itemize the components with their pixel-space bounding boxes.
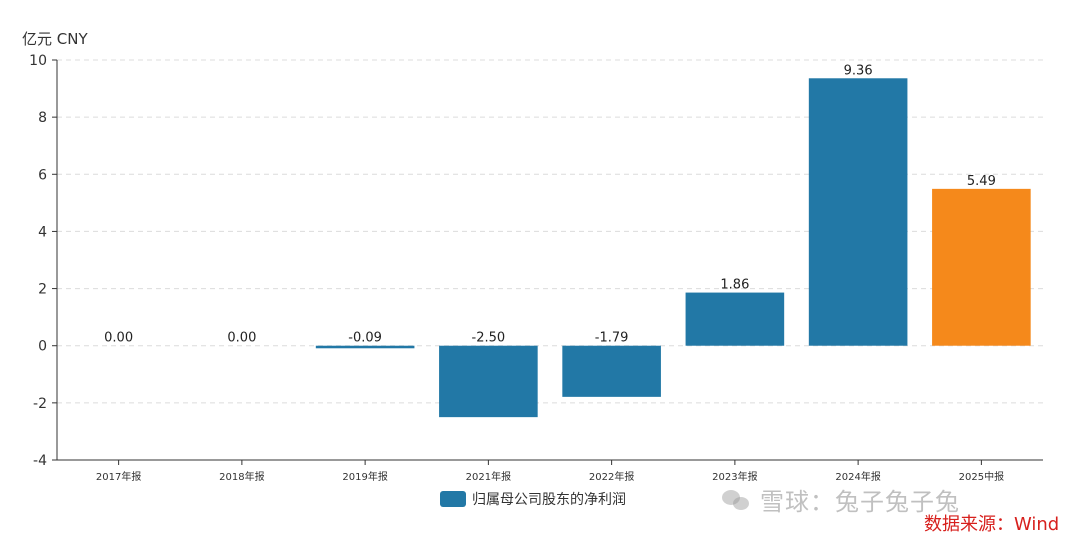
y-tick-label: 10 [29,53,47,69]
y-tick-label: 4 [38,224,47,240]
data-source: 数据来源：Wind [924,514,1060,535]
x-tick-label: 2019年报 [342,470,387,483]
y-tick-label: -2 [33,396,47,412]
x-tick-label: 2018年报 [219,470,264,483]
bar [562,345,661,397]
data-label: 9.36 [844,63,873,78]
x-tick-label: 2025中报 [959,470,1004,483]
data-label: -0.09 [348,331,382,346]
watermark-text: 雪球：兔子兔子兔 [760,488,960,516]
data-label: 0.00 [104,331,133,346]
x-tick-label: 2022年报 [589,470,634,483]
y-tick-label: 2 [38,282,47,298]
data-label: -1.79 [595,331,629,346]
bar [932,188,1031,346]
bar [439,345,538,418]
x-tick-label: 2024年报 [835,470,880,483]
data-label: 1.86 [720,278,749,293]
watermark: 雪球：兔子兔子兔 [722,482,960,517]
legend-swatch [440,491,466,507]
data-label: 0.00 [227,331,256,346]
x-tick-label: 2021年报 [466,470,511,483]
data-label: 5.49 [967,174,996,189]
y-tick-label: 6 [38,167,47,183]
y-tick-label: 0 [38,339,47,355]
y-axis-unit: 亿元 CNY [22,30,88,48]
legend-label: 归属母公司股东的净利润 [472,492,626,508]
wechat-icon [722,488,752,512]
bar [808,78,908,346]
bar [315,345,415,349]
y-tick-label: 8 [38,110,47,126]
x-tick-label: 2023年报 [712,470,757,483]
data-label: -2.50 [472,331,506,346]
bar [685,292,785,346]
y-tick-label: -4 [33,453,47,469]
legend[interactable]: 归属母公司股东的净利润 [440,489,626,509]
x-tick-label: 2017年报 [96,470,141,483]
